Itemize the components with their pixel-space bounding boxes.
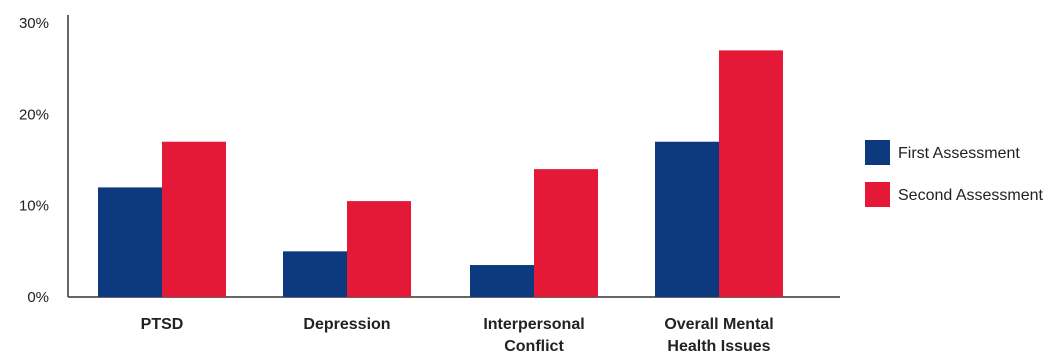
category-label: Depression [303, 316, 390, 333]
y-tick-label: 20% [19, 106, 49, 123]
bar-first-3 [655, 141, 719, 297]
legend-swatch [865, 140, 890, 165]
y-tick-label: 10% [19, 198, 49, 215]
legend-label: First Assessment [898, 145, 1020, 162]
bar-first-2 [470, 265, 534, 297]
legend-label: Second Assessment [898, 187, 1044, 204]
bar-second-0 [162, 141, 226, 297]
chart-legend: First Assessment Second Assessment [865, 140, 1044, 207]
chart-bars [98, 50, 783, 298]
y-axis-ticks: 0% 10% 20% 30% [19, 15, 49, 306]
bar-second-1 [347, 201, 411, 297]
y-tick-label: 0% [27, 289, 49, 306]
category-label: Health Issues [667, 338, 770, 355]
bar-second-2 [534, 169, 598, 297]
category-label: PTSD [141, 316, 184, 333]
bar-second-3 [719, 50, 783, 298]
category-label: Conflict [504, 338, 564, 355]
bar-first-1 [283, 251, 347, 297]
x-axis-categories: PTSD Depression Interpersonal Conflict Overa… [141, 316, 774, 355]
bar-first-0 [98, 187, 162, 297]
category-label: Overall Mental [664, 316, 773, 333]
legend-swatch [865, 182, 890, 207]
y-tick-label: 30% [19, 15, 49, 32]
category-label: Interpersonal [483, 316, 584, 333]
